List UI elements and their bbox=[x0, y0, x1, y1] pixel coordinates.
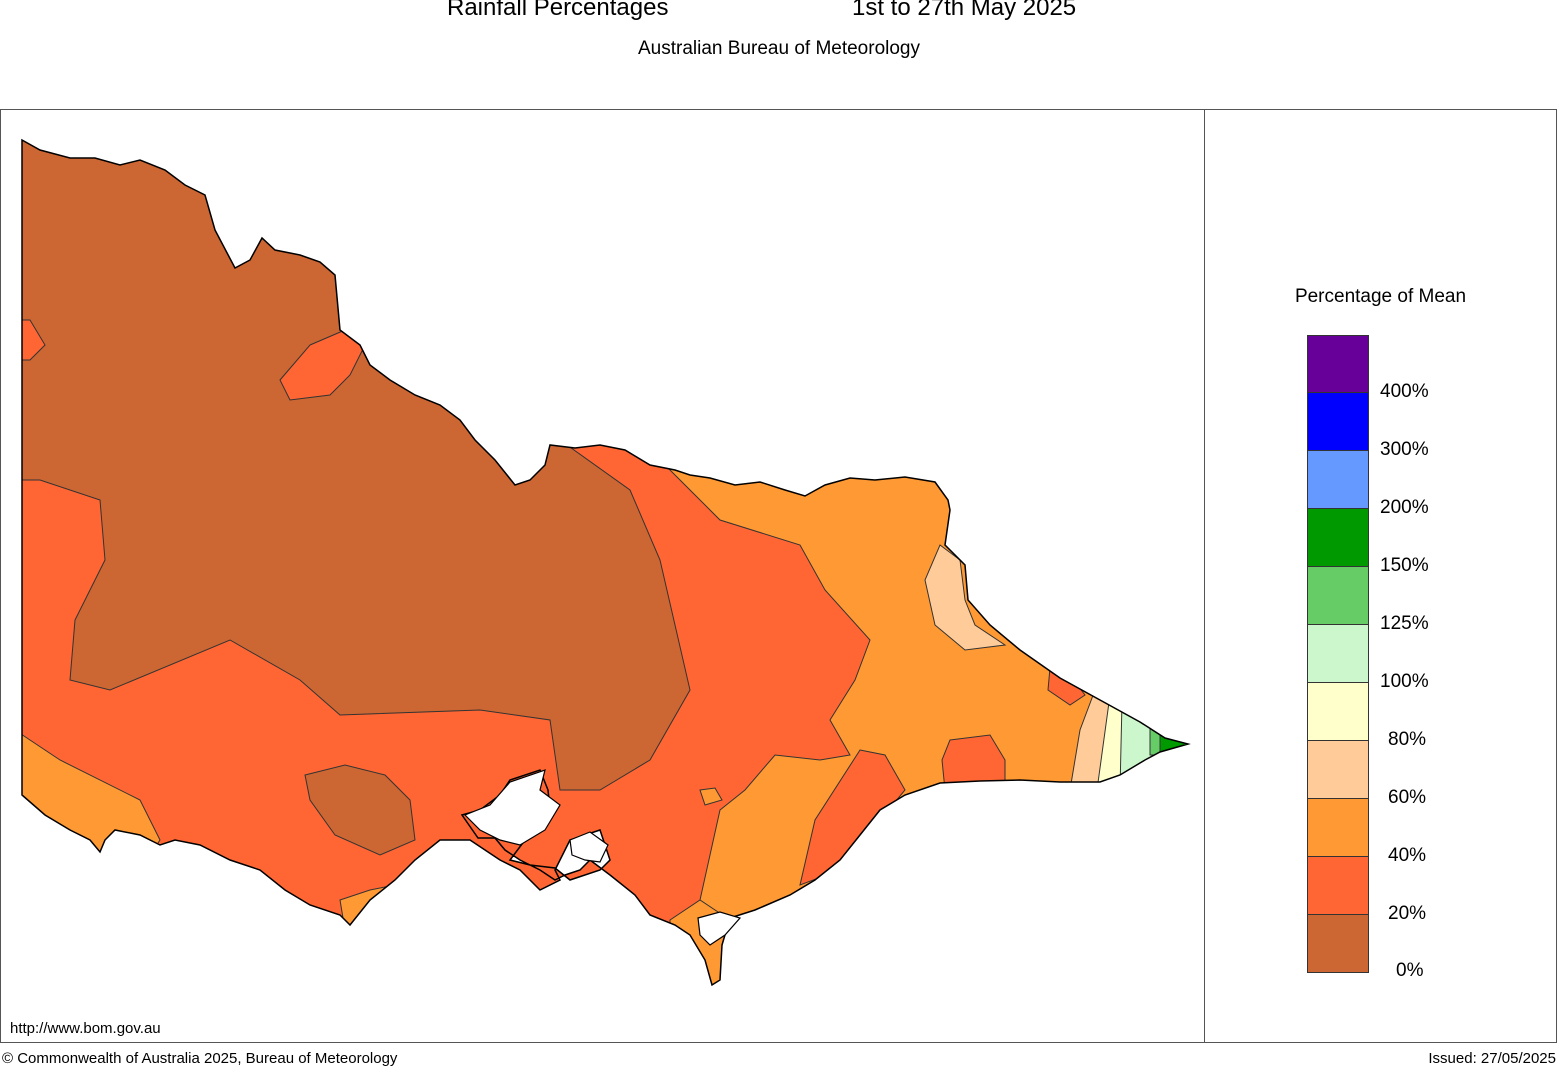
victoria-rainfall-map bbox=[21, 138, 1191, 987]
legend-tick-label: 60% bbox=[1388, 787, 1427, 808]
legend-color-bar bbox=[1307, 335, 1369, 973]
victoria-boundary bbox=[21, 138, 1191, 987]
legend-swatch-80-100 bbox=[1307, 683, 1369, 741]
legend-swatch-200-300 bbox=[1307, 451, 1369, 509]
legend-tick-label: 125% bbox=[1380, 613, 1429, 634]
rainfall-0-20-region bbox=[22, 140, 691, 791]
rainfall-40-60-region-small bbox=[699, 787, 723, 806]
rainfall-0-20-region-south bbox=[304, 764, 416, 856]
legend-tick-label: 40% bbox=[1388, 845, 1427, 866]
port-phillip-bay bbox=[463, 769, 561, 846]
legend-tick-label: 20% bbox=[1388, 903, 1427, 924]
copyright-text: © Commonwealth of Australia 2025, Bureau… bbox=[2, 1050, 398, 1067]
western-port-bay bbox=[569, 831, 609, 863]
legend-swatch-20-40 bbox=[1307, 857, 1369, 915]
map-frame bbox=[0, 109, 1204, 1043]
issued-date: Issued: 27/05/2025 bbox=[1428, 1050, 1556, 1067]
source-url[interactable]: http://www.bom.gov.au bbox=[10, 1020, 161, 1037]
legend-swatch-60-80 bbox=[1307, 741, 1369, 799]
rainfall-150-200-region bbox=[1159, 727, 1188, 759]
legend-swatch-400-plus bbox=[1307, 335, 1369, 393]
legend-swatch-100-125 bbox=[1307, 625, 1369, 683]
legend-swatch-125-150 bbox=[1307, 567, 1369, 625]
legend-title: Percentage of Mean bbox=[1294, 286, 1467, 307]
legend-swatch-40-60 bbox=[1307, 799, 1369, 857]
legend-tick-label: 80% bbox=[1388, 729, 1427, 750]
map-period: 1st to 27th May 2025 bbox=[852, 0, 1077, 21]
legend-tick-label: 300% bbox=[1380, 439, 1429, 460]
legend-swatch-150-200 bbox=[1307, 509, 1369, 567]
legend-tick-label: 0% bbox=[1396, 960, 1424, 981]
rainfall-60-80-region-north-east bbox=[924, 544, 1007, 651]
legend-swatch-300-400 bbox=[1307, 393, 1369, 451]
legend-tick-label: 100% bbox=[1380, 671, 1429, 692]
legend-tick-label: 400% bbox=[1380, 381, 1429, 402]
legend-tick-label: 150% bbox=[1380, 555, 1429, 576]
legend-swatch-0-20 bbox=[1307, 915, 1369, 973]
legend-tick-label: 200% bbox=[1380, 497, 1429, 518]
legend-frame bbox=[1204, 109, 1557, 1043]
map-subtitle: Australian Bureau of Meteorology bbox=[638, 38, 920, 59]
map-title: Rainfall Percentages bbox=[447, 0, 669, 21]
corner-inlet bbox=[697, 911, 742, 946]
